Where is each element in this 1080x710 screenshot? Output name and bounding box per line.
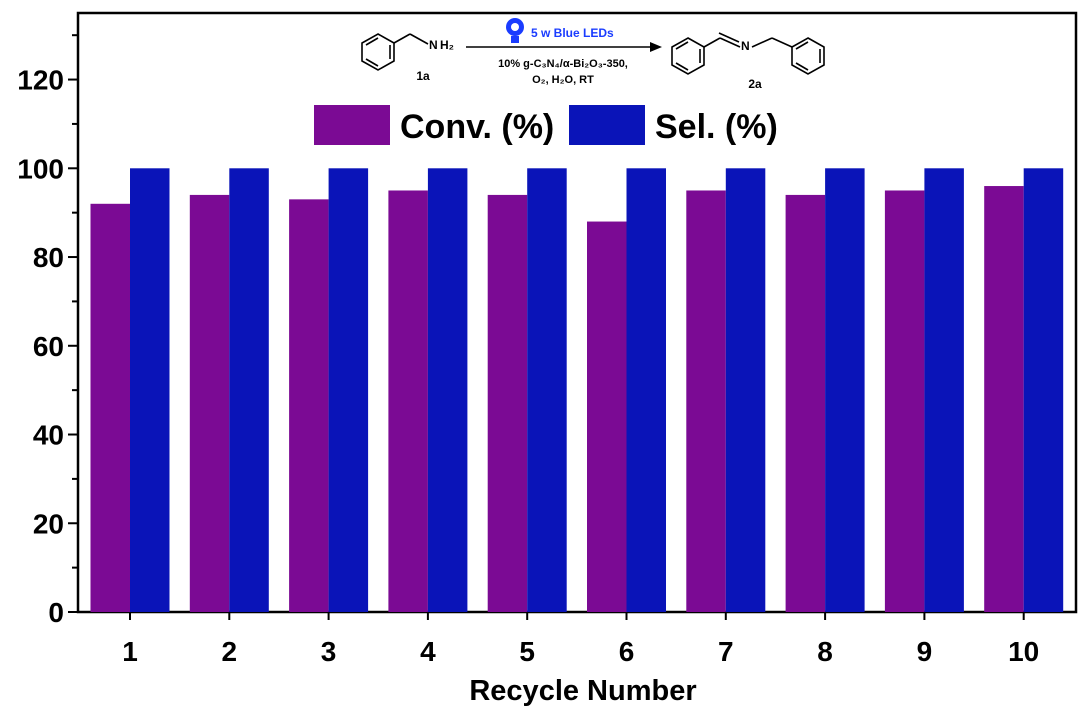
x-tick-label-1: 1 bbox=[122, 636, 138, 667]
legend-swatch-conv bbox=[314, 105, 390, 145]
x-tick-label-10: 10 bbox=[1008, 636, 1039, 667]
reaction-scheme: N H₂ 1a 5 w Blue LEDs 10% g-C₃N₄/α-Bi₂O₃… bbox=[361, 18, 825, 91]
light-source-label: 5 w Blue LEDs bbox=[531, 26, 614, 40]
x-axis: 1 2 3 4 5 6 7 8 9 10 bbox=[122, 612, 1039, 667]
product-label: 2a bbox=[748, 77, 762, 91]
y-tick-label-120: 120 bbox=[17, 65, 64, 96]
bar-conv-6 bbox=[587, 221, 627, 612]
reagent-line-1: 10% g-C₃N₄/α-Bi₂O₃-350, bbox=[498, 58, 628, 70]
bar-conv-4 bbox=[388, 190, 428, 612]
benzylamine-structure bbox=[361, 33, 429, 71]
legend-swatch-sel bbox=[569, 105, 645, 145]
reactant-label: 1a bbox=[416, 69, 430, 83]
x-tick-label-2: 2 bbox=[222, 636, 238, 667]
bar-sel-1 bbox=[130, 168, 170, 612]
blue-led-icon bbox=[506, 18, 524, 43]
legend-label-conv: Conv. (%) bbox=[400, 108, 554, 146]
x-tick-label-6: 6 bbox=[619, 636, 635, 667]
bar-conv-2 bbox=[189, 194, 230, 612]
bar-sel-4 bbox=[427, 168, 468, 612]
bar-conv-3 bbox=[289, 199, 329, 612]
bar-conv-9 bbox=[884, 190, 925, 612]
y-axis: 0 20 40 60 80 100 120 bbox=[17, 34, 78, 628]
bar-sel-3 bbox=[328, 168, 369, 612]
x-tick-label-3: 3 bbox=[321, 636, 337, 667]
imine-n-label: N bbox=[741, 39, 750, 53]
y-tick-label-40: 40 bbox=[33, 420, 64, 451]
legend: Conv. (%) Sel. (%) bbox=[314, 105, 778, 146]
y-tick-label-100: 100 bbox=[17, 153, 64, 184]
y-tick-label-0: 0 bbox=[48, 597, 64, 628]
bar-sel-6 bbox=[626, 168, 666, 612]
bar-conv-10 bbox=[984, 186, 1024, 613]
bar-sel-7 bbox=[725, 168, 766, 612]
bar-sel-2 bbox=[229, 168, 269, 612]
x-tick-label-7: 7 bbox=[718, 636, 734, 667]
x-tick-label-4: 4 bbox=[420, 636, 436, 667]
x-axis-title: Recycle Number bbox=[469, 675, 696, 707]
bar-conv-7 bbox=[686, 190, 726, 612]
bar-sel-5 bbox=[527, 168, 567, 612]
bar-conv-8 bbox=[785, 194, 826, 612]
bar-sel-8 bbox=[825, 168, 865, 612]
y-tick-label-60: 60 bbox=[33, 331, 64, 362]
x-tick-label-8: 8 bbox=[817, 636, 833, 667]
x-tick-label-5: 5 bbox=[519, 636, 535, 667]
bar-sel-9 bbox=[924, 168, 964, 612]
bar-conv-1 bbox=[90, 203, 130, 612]
y-tick-label-20: 20 bbox=[33, 508, 64, 539]
amine-n-label: N bbox=[429, 38, 438, 52]
reaction-arrowhead bbox=[650, 42, 662, 52]
y-tick-label-80: 80 bbox=[33, 242, 64, 273]
imine-structure bbox=[671, 32, 825, 75]
plot-frame bbox=[76, 11, 1078, 614]
legend-label-sel: Sel. (%) bbox=[655, 108, 778, 146]
reagent-line-2: O₂, H₂O, RT bbox=[532, 74, 594, 86]
bar-sel-10 bbox=[1023, 168, 1064, 612]
amine-h2-label: H₂ bbox=[440, 38, 454, 52]
bar-conv-5 bbox=[487, 194, 528, 612]
bars-group bbox=[90, 168, 1064, 613]
x-tick-label-9: 9 bbox=[917, 636, 933, 667]
